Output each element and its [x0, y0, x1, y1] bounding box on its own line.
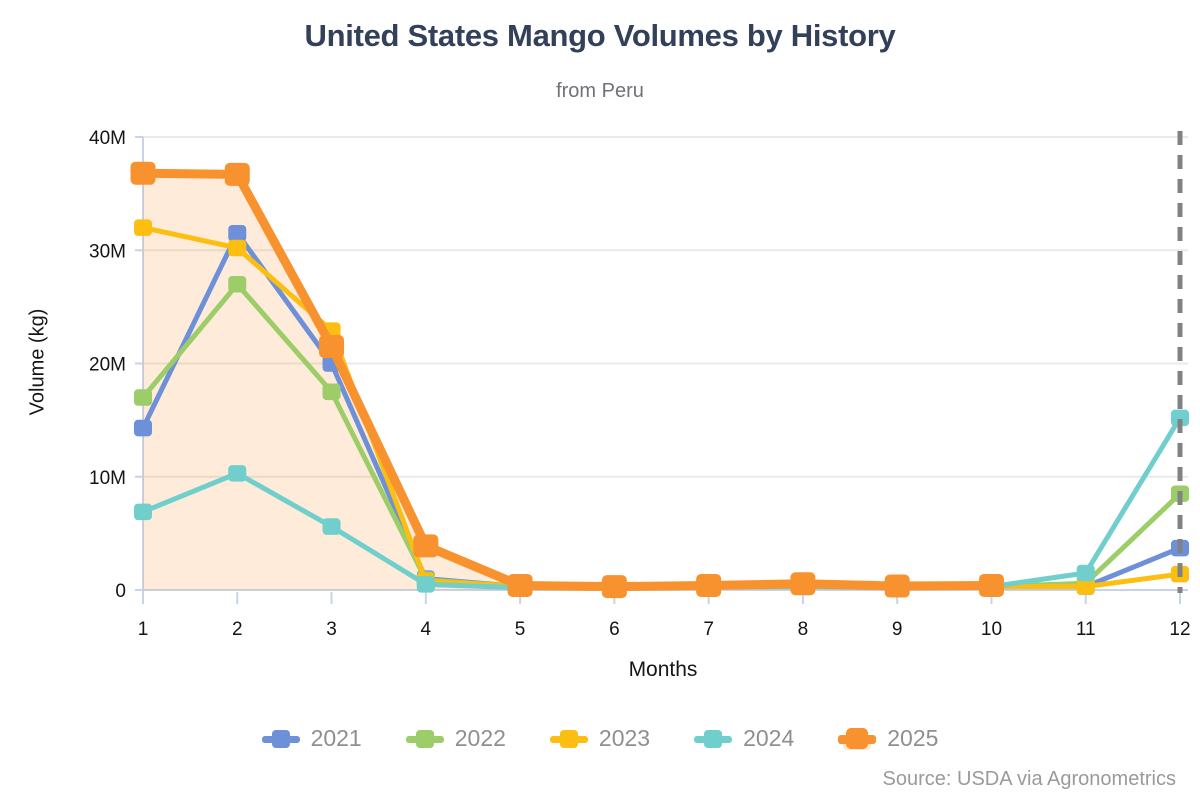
legend: 2021 2022 2023 2024 2025: [0, 725, 1200, 752]
marker-2025-month-5: [507, 573, 533, 597]
marker-2023-month-11: [1076, 578, 1095, 595]
legend-square-swatch: [704, 729, 723, 748]
chart-subtitle: from Peru: [556, 80, 644, 102]
y-tick-label-20M: 20M: [89, 355, 126, 376]
x-tick-label-9: 9: [892, 619, 903, 640]
chart-title: United States Mango Volumes by History: [304, 18, 896, 53]
x-tick-label-6: 6: [609, 619, 620, 640]
x-axis-title: Months: [628, 658, 698, 681]
legend-item-2021[interactable]: 2021: [261, 725, 362, 752]
marker-2025-month-6: [601, 575, 627, 599]
marker-2025-month-1: [130, 161, 156, 185]
x-tick-label-5: 5: [515, 619, 526, 640]
marker-2025-month-4: [413, 534, 439, 558]
marker-2025-month-3: [319, 335, 345, 359]
x-tick-label-1: 1: [138, 619, 149, 640]
marker-2025-month-10: [978, 573, 1004, 597]
marker-2024-month-11: [1076, 564, 1095, 582]
source-note: Source: USDA via Agronometrics: [882, 768, 1176, 790]
marker-2022-month-2: [228, 275, 247, 293]
legend-marker-icon-2023: [549, 727, 588, 751]
legend-label: 2024: [743, 725, 795, 751]
marker-2024-month-3: [322, 518, 341, 535]
marker-2025-month-2: [224, 162, 250, 186]
legend-label: 2021: [310, 725, 362, 751]
marker-2023-month-2: [228, 239, 247, 257]
marker-2023-month-1: [134, 219, 152, 236]
legend-square-swatch: [846, 727, 869, 749]
legend-item-2022[interactable]: 2022: [405, 725, 506, 752]
legend-square-swatch: [415, 729, 434, 748]
marker-2021-month-1: [134, 419, 152, 437]
legend-label: 2023: [598, 725, 651, 751]
marker-2024-month-2: [228, 465, 247, 482]
series-line-2025: [138, 168, 996, 592]
legend-item-2024[interactable]: 2024: [694, 725, 794, 752]
y-tick-label-30M: 30M: [89, 241, 126, 262]
marker-2025-month-7: [696, 573, 722, 597]
marker-2022-month-3: [322, 383, 341, 401]
x-tick-label-3: 3: [326, 619, 337, 640]
x-tick-label-8: 8: [798, 619, 809, 640]
marker-2025-month-8: [790, 572, 816, 596]
legend-item-2025[interactable]: 2025: [838, 725, 938, 752]
legend-marker-icon-2022: [405, 727, 444, 751]
marker-2025-month-9: [884, 574, 910, 598]
marker-2021-month-2: [228, 224, 247, 242]
legend-marker-icon-2021: [261, 727, 300, 751]
legend-square-swatch: [271, 729, 290, 748]
x-tick-label-11: 11: [1076, 619, 1096, 640]
y-tick-label-0: 0: [115, 581, 126, 602]
marker-2024-month-12: [1171, 409, 1189, 427]
marker-2024-month-4: [416, 576, 435, 593]
legend-marker-icon-2025: [838, 727, 877, 751]
y-axis-title: Volume (kg): [26, 308, 49, 416]
x-tick-label-10: 10: [981, 619, 1002, 640]
legend-label: 2025: [887, 725, 939, 751]
x-tick-label-4: 4: [421, 619, 432, 640]
y-tick-label-40M: 40M: [89, 128, 126, 149]
legend-square-swatch: [559, 729, 578, 748]
legend-label: 2022: [454, 725, 506, 751]
marker-2024-month-1: [134, 503, 152, 521]
area-fill-2025: [143, 173, 992, 591]
legend-marker-icon-2024: [694, 727, 733, 751]
x-tick-label-2: 2: [232, 619, 243, 640]
y-tick-label-10M: 10M: [89, 468, 126, 489]
legend-item-2023[interactable]: 2023: [549, 725, 651, 752]
marker-2022-month-1: [134, 389, 152, 406]
x-tick-label-12: 12: [1169, 619, 1190, 640]
x-tick-label-7: 7: [703, 619, 714, 640]
